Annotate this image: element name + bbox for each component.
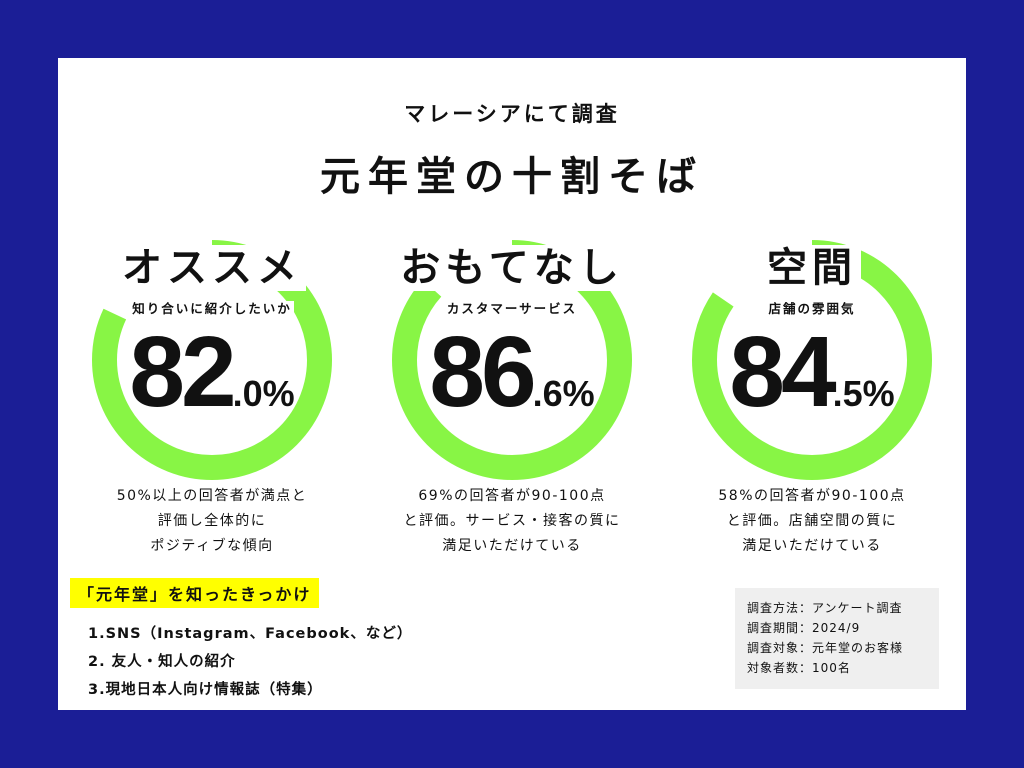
metric-heading: 空間 bbox=[682, 244, 942, 292]
discovery-item: 1.SNS（Instagram、Facebook、など） bbox=[88, 626, 413, 642]
metric-subheading: カスタマーサービス bbox=[444, 301, 580, 316]
survey-period: 調査期間：2024/9 bbox=[747, 621, 861, 635]
metric-description-line: ポジティブな傾向 bbox=[150, 538, 274, 554]
metric-recommend: オススメ 知り合いに紹介したいか 82.0% 50%以上の回答者が満点と 評価し… bbox=[82, 230, 342, 560]
metric-value: 82.0% bbox=[82, 322, 342, 451]
metric-space: 空間 店舗の雰囲気 84.5% 58%の回答者が90-100点 と評価。店舗空間… bbox=[682, 230, 942, 560]
metric-hospitality: おもてなし カスタマーサービス 86.6% 69%の回答者が90-100点 と評… bbox=[382, 230, 642, 560]
infographic-card: マレーシアにて調査 元年堂の十割そば オススメ 知り合いに紹介したいか 82.0… bbox=[58, 58, 966, 710]
metric-description-line: と評価。サービス・接客の質に bbox=[403, 513, 621, 529]
metric-value: 84.5% bbox=[682, 322, 942, 451]
discovery-heading: 「元年堂」を知ったきっかけ bbox=[70, 578, 320, 608]
pre-title: マレーシアにて調査 bbox=[404, 102, 620, 126]
metric-description: 50%以上の回答者が満点と 評価し全体的に ポジティブな傾向 bbox=[82, 484, 342, 559]
metric-subheading: 知り合いに紹介したいか bbox=[130, 301, 294, 316]
metric-description-line: 69%の回答者が90-100点 bbox=[418, 488, 606, 504]
discovery-item: 3.現地日本人向け情報誌（特集） bbox=[88, 682, 323, 698]
metric-value-integer: 86 bbox=[429, 316, 536, 428]
main-title: 元年堂の十割そば bbox=[320, 154, 704, 200]
metric-description-line: と評価。店舗空間の質に bbox=[726, 513, 898, 529]
discovery-item: 2. 友人・知人の紹介 bbox=[88, 654, 236, 670]
metric-description: 58%の回答者が90-100点 と評価。店舗空間の質に 満足いただけている bbox=[682, 484, 942, 559]
metric-value-decimal: .5% bbox=[832, 373, 895, 414]
metric-description-line: 満足いただけている bbox=[442, 538, 582, 554]
metric-value-decimal: .0% bbox=[232, 373, 295, 414]
metric-description-line: 満足いただけている bbox=[742, 538, 882, 554]
survey-method: 調査方法：アンケート調査 bbox=[747, 601, 903, 615]
discovery-list: 1.SNS（Instagram、Facebook、など） 2. 友人・知人の紹介… bbox=[88, 620, 412, 704]
metric-value: 86.6% bbox=[382, 322, 642, 451]
survey-info-box: 調査方法：アンケート調査 調査期間：2024/9 調査対象：元年堂のお客様 対象… bbox=[735, 588, 939, 689]
metric-description: 69%の回答者が90-100点 と評価。サービス・接客の質に 満足いただけている bbox=[382, 484, 642, 559]
survey-sample-size: 対象者数：100名 bbox=[747, 661, 851, 675]
metric-description-line: 50%以上の回答者が満点と bbox=[116, 488, 308, 504]
metric-value-integer: 84 bbox=[729, 316, 836, 428]
metric-heading: オススメ bbox=[82, 244, 342, 292]
metric-heading: おもてなし bbox=[382, 244, 642, 292]
metric-value-decimal: .6% bbox=[532, 373, 595, 414]
metric-subheading: 店舗の雰囲気 bbox=[766, 301, 858, 316]
survey-target: 調査対象：元年堂のお客様 bbox=[747, 641, 904, 655]
metric-description-line: 58%の回答者が90-100点 bbox=[718, 488, 906, 504]
metric-value-integer: 82 bbox=[129, 316, 236, 428]
metric-description-line: 評価し全体的に bbox=[157, 513, 267, 529]
